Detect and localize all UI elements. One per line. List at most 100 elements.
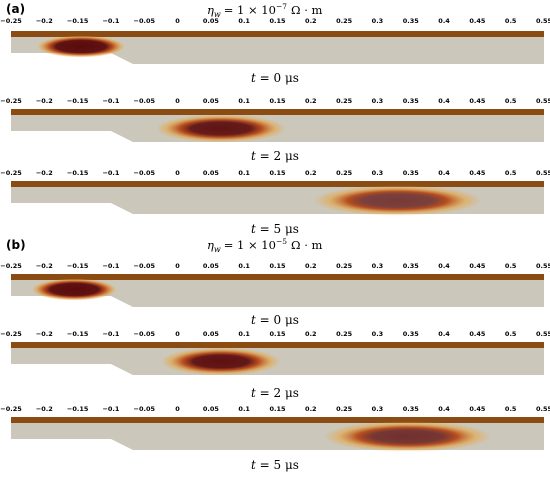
- time-caption: t = 2 μs: [251, 386, 299, 400]
- tick-label: 0.05: [203, 17, 220, 25]
- tick-label: 0.2: [305, 97, 317, 105]
- panel-a-equation: ηw = 1 × 10−7 Ω · m: [207, 2, 323, 19]
- tick-label: 0.45: [469, 405, 486, 413]
- tick-label: 0.45: [469, 330, 486, 338]
- tick-label: 0.25: [336, 17, 353, 25]
- tick-label: 0.1: [238, 169, 250, 177]
- eq-a-units: Ω · m: [291, 3, 323, 17]
- tick-label: 0.35: [403, 262, 420, 270]
- tick-label: 0.4: [438, 97, 450, 105]
- tick-label: 0: [175, 17, 180, 25]
- frame-b-0: −0.25 −0.2 −0.15 −0.1 −0.05 0 0.05 0.1 0.15 0.2 0.…: [0, 262, 550, 327]
- electrode-wall: [11, 342, 544, 348]
- tick-label: 0.5: [505, 17, 517, 25]
- time-caption: t = 0 μs: [251, 313, 299, 327]
- tick-label: 0.35: [403, 405, 420, 413]
- tick-label: −0.25: [0, 17, 22, 25]
- tick-label: −0.15: [67, 262, 89, 270]
- tick-label: −0.25: [0, 97, 22, 105]
- tick-label: 0.05: [203, 330, 220, 338]
- time-caption: t = 5 μs: [251, 222, 299, 236]
- frame-b-1: −0.25 −0.2 −0.15 −0.1 −0.05 0 0.05 0.1 0.15 0.2 0.…: [0, 330, 550, 400]
- tick-label: 0: [175, 169, 180, 177]
- tick-label: 0.15: [269, 97, 286, 105]
- tick-label: 0.45: [469, 169, 486, 177]
- tick-label: 0.05: [203, 169, 220, 177]
- tick-label: 0.4: [438, 405, 450, 413]
- tick-label: 0.15: [269, 17, 286, 25]
- plasma-blob: [323, 421, 492, 452]
- tick-label: 0.3: [372, 169, 384, 177]
- tick-label: 0.05: [203, 262, 220, 270]
- tick-label: −0.15: [67, 169, 89, 177]
- tick-label: −0.1: [102, 405, 119, 413]
- tick-label: 0.1: [238, 17, 250, 25]
- tick-label: −0.1: [102, 17, 119, 25]
- tick-label: −0.25: [0, 262, 22, 270]
- tick-label: −0.05: [134, 330, 156, 338]
- tick-label: 0.55: [536, 97, 550, 105]
- tick-label: −0.1: [102, 169, 119, 177]
- time-caption: t = 0 μs: [251, 71, 299, 85]
- tick-label: 0.3: [372, 262, 384, 270]
- eq-b-units: Ω · m: [291, 238, 323, 252]
- tick-label: −0.15: [67, 330, 89, 338]
- tick-label: 0.4: [438, 17, 450, 25]
- tick-label: −0.15: [67, 97, 89, 105]
- tick-label: −0.05: [134, 97, 156, 105]
- eq-a-exponent: −7: [276, 2, 287, 11]
- tick-label: −0.05: [134, 405, 156, 413]
- tick-label: 0.55: [536, 169, 550, 177]
- tick-label: 0.15: [269, 405, 286, 413]
- tick-label: 0.3: [372, 97, 384, 105]
- flow-domain: [11, 37, 544, 64]
- tick-label: −0.25: [0, 405, 22, 413]
- tick-label: 0: [175, 97, 180, 105]
- tick-label: 0.4: [438, 262, 450, 270]
- eq-b-subscript: w: [214, 245, 221, 254]
- eq-b-relation: = 1 × 10: [224, 238, 276, 252]
- tick-label: −0.2: [36, 169, 53, 177]
- tick-label: 0.55: [536, 262, 550, 270]
- tick-label: 0.2: [305, 17, 317, 25]
- tick-label: 0.25: [336, 405, 353, 413]
- tick-label: 0.2: [305, 405, 317, 413]
- tick-label: 0.3: [372, 330, 384, 338]
- tick-label: 0.05: [203, 97, 220, 105]
- tick-label: −0.2: [36, 17, 53, 25]
- flow-domain: [11, 280, 544, 307]
- tick-label: −0.1: [102, 330, 119, 338]
- electrode-wall: [11, 274, 544, 280]
- panel-a-label: (a): [6, 2, 25, 16]
- time-caption: t = 2 μs: [251, 149, 299, 163]
- time-caption: t = 5 μs: [251, 458, 299, 472]
- tick-label: 0.05: [203, 405, 220, 413]
- panel-b-equation: ηw = 1 × 10−5 Ω · m: [207, 237, 323, 254]
- tick-label: 0: [175, 330, 180, 338]
- tick-label: −0.2: [36, 262, 53, 270]
- tick-label: −0.25: [0, 330, 22, 338]
- frame-a-2: −0.25 −0.2 −0.15 −0.1 −0.05 0 0.05 0.1 0.15 0.2 0.…: [0, 169, 550, 236]
- tick-label: 0.5: [505, 262, 517, 270]
- tick-label: 0.35: [403, 169, 420, 177]
- tick-label: 0.5: [505, 405, 517, 413]
- tick-label: 0.2: [305, 169, 317, 177]
- tick-label: 0.5: [505, 330, 517, 338]
- plasma-blob: [32, 278, 117, 301]
- electrode-wall: [11, 109, 544, 115]
- tick-label: −0.15: [67, 405, 89, 413]
- tick-label: −0.05: [134, 17, 156, 25]
- tick-label: 0.35: [403, 330, 420, 338]
- tick-label: 0.4: [438, 330, 450, 338]
- eq-b-symbol: η: [207, 238, 214, 252]
- eq-a-relation: = 1 × 10: [224, 3, 276, 17]
- frame-b-2: −0.25 −0.2 −0.15 −0.1 −0.05 0 0.05 0.1 0.15 0.2 0.…: [0, 405, 550, 472]
- tick-label: −0.2: [36, 97, 53, 105]
- tick-label: 0.55: [536, 405, 550, 413]
- tick-label: −0.05: [134, 262, 156, 270]
- tick-label: 0.35: [403, 17, 420, 25]
- tick-label: 0.15: [269, 262, 286, 270]
- tick-label: 0.45: [469, 262, 486, 270]
- electrode-wall: [11, 31, 544, 37]
- tick-label: 0: [175, 262, 180, 270]
